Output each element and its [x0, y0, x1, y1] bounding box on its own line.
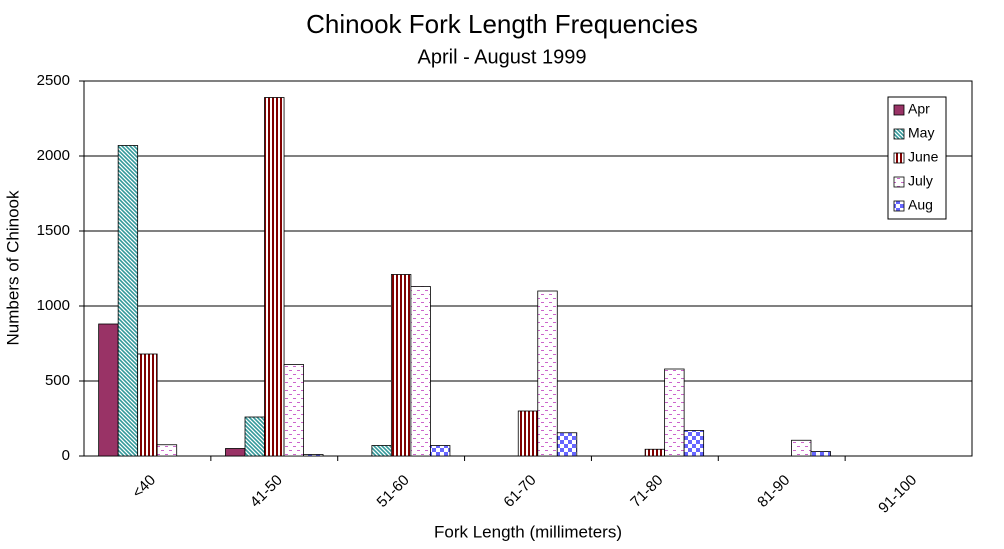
y-tick-label: 1500 — [37, 222, 70, 239]
bar — [283, 364, 304, 457]
y-tick-label: 2000 — [37, 147, 70, 164]
legend-label: Aug — [908, 197, 933, 213]
bar — [556, 432, 578, 457]
x-tick-label: 81-90 — [754, 472, 793, 511]
legend-swatch — [893, 104, 905, 116]
bar — [410, 286, 431, 457]
x-tick-label: 71-80 — [627, 472, 666, 511]
bar — [156, 444, 178, 457]
bar — [430, 445, 451, 457]
y-tick-label: 1000 — [37, 297, 70, 314]
bar — [303, 454, 324, 457]
y-tick-label: 0 — [62, 447, 70, 464]
x-tick-label: 41-50 — [247, 472, 286, 511]
x-tick-label: 91-100 — [875, 472, 920, 517]
legend-label: July — [908, 173, 933, 189]
legend-swatch — [893, 152, 905, 164]
legend-label: Apr — [908, 101, 930, 117]
x-tick-label: 61-70 — [500, 472, 539, 511]
bar — [791, 439, 812, 457]
bar — [517, 410, 539, 457]
legend-label: June — [908, 149, 939, 165]
y-tick-label: 2500 — [37, 72, 70, 89]
x-axis-title: Fork Length (millimeters) — [434, 522, 622, 541]
x-tick-label: 51-60 — [374, 472, 413, 511]
chart-title: Chinook Fork Length Frequencies — [306, 9, 698, 39]
bar — [810, 451, 831, 457]
y-axis-title: Numbers of Chinook — [3, 190, 22, 345]
bar — [264, 97, 285, 457]
bar — [644, 448, 666, 457]
legend-label: May — [908, 125, 934, 141]
bar — [683, 430, 705, 457]
bar — [537, 290, 558, 457]
bar — [371, 445, 392, 457]
bar — [137, 353, 158, 457]
bar — [244, 416, 265, 457]
legend-swatch — [893, 200, 905, 212]
bar — [664, 368, 685, 457]
legend-swatch — [893, 176, 905, 188]
bar — [390, 274, 412, 457]
x-tick-label: <40 — [129, 472, 159, 502]
y-tick-label: 500 — [45, 372, 70, 389]
bar — [98, 323, 119, 457]
legend-box — [887, 96, 947, 220]
legend-swatch — [893, 128, 905, 140]
plot-frame — [83, 80, 973, 457]
bar — [117, 145, 139, 457]
bar — [225, 448, 246, 457]
chart-subtitle: April - August 1999 — [418, 46, 587, 68]
